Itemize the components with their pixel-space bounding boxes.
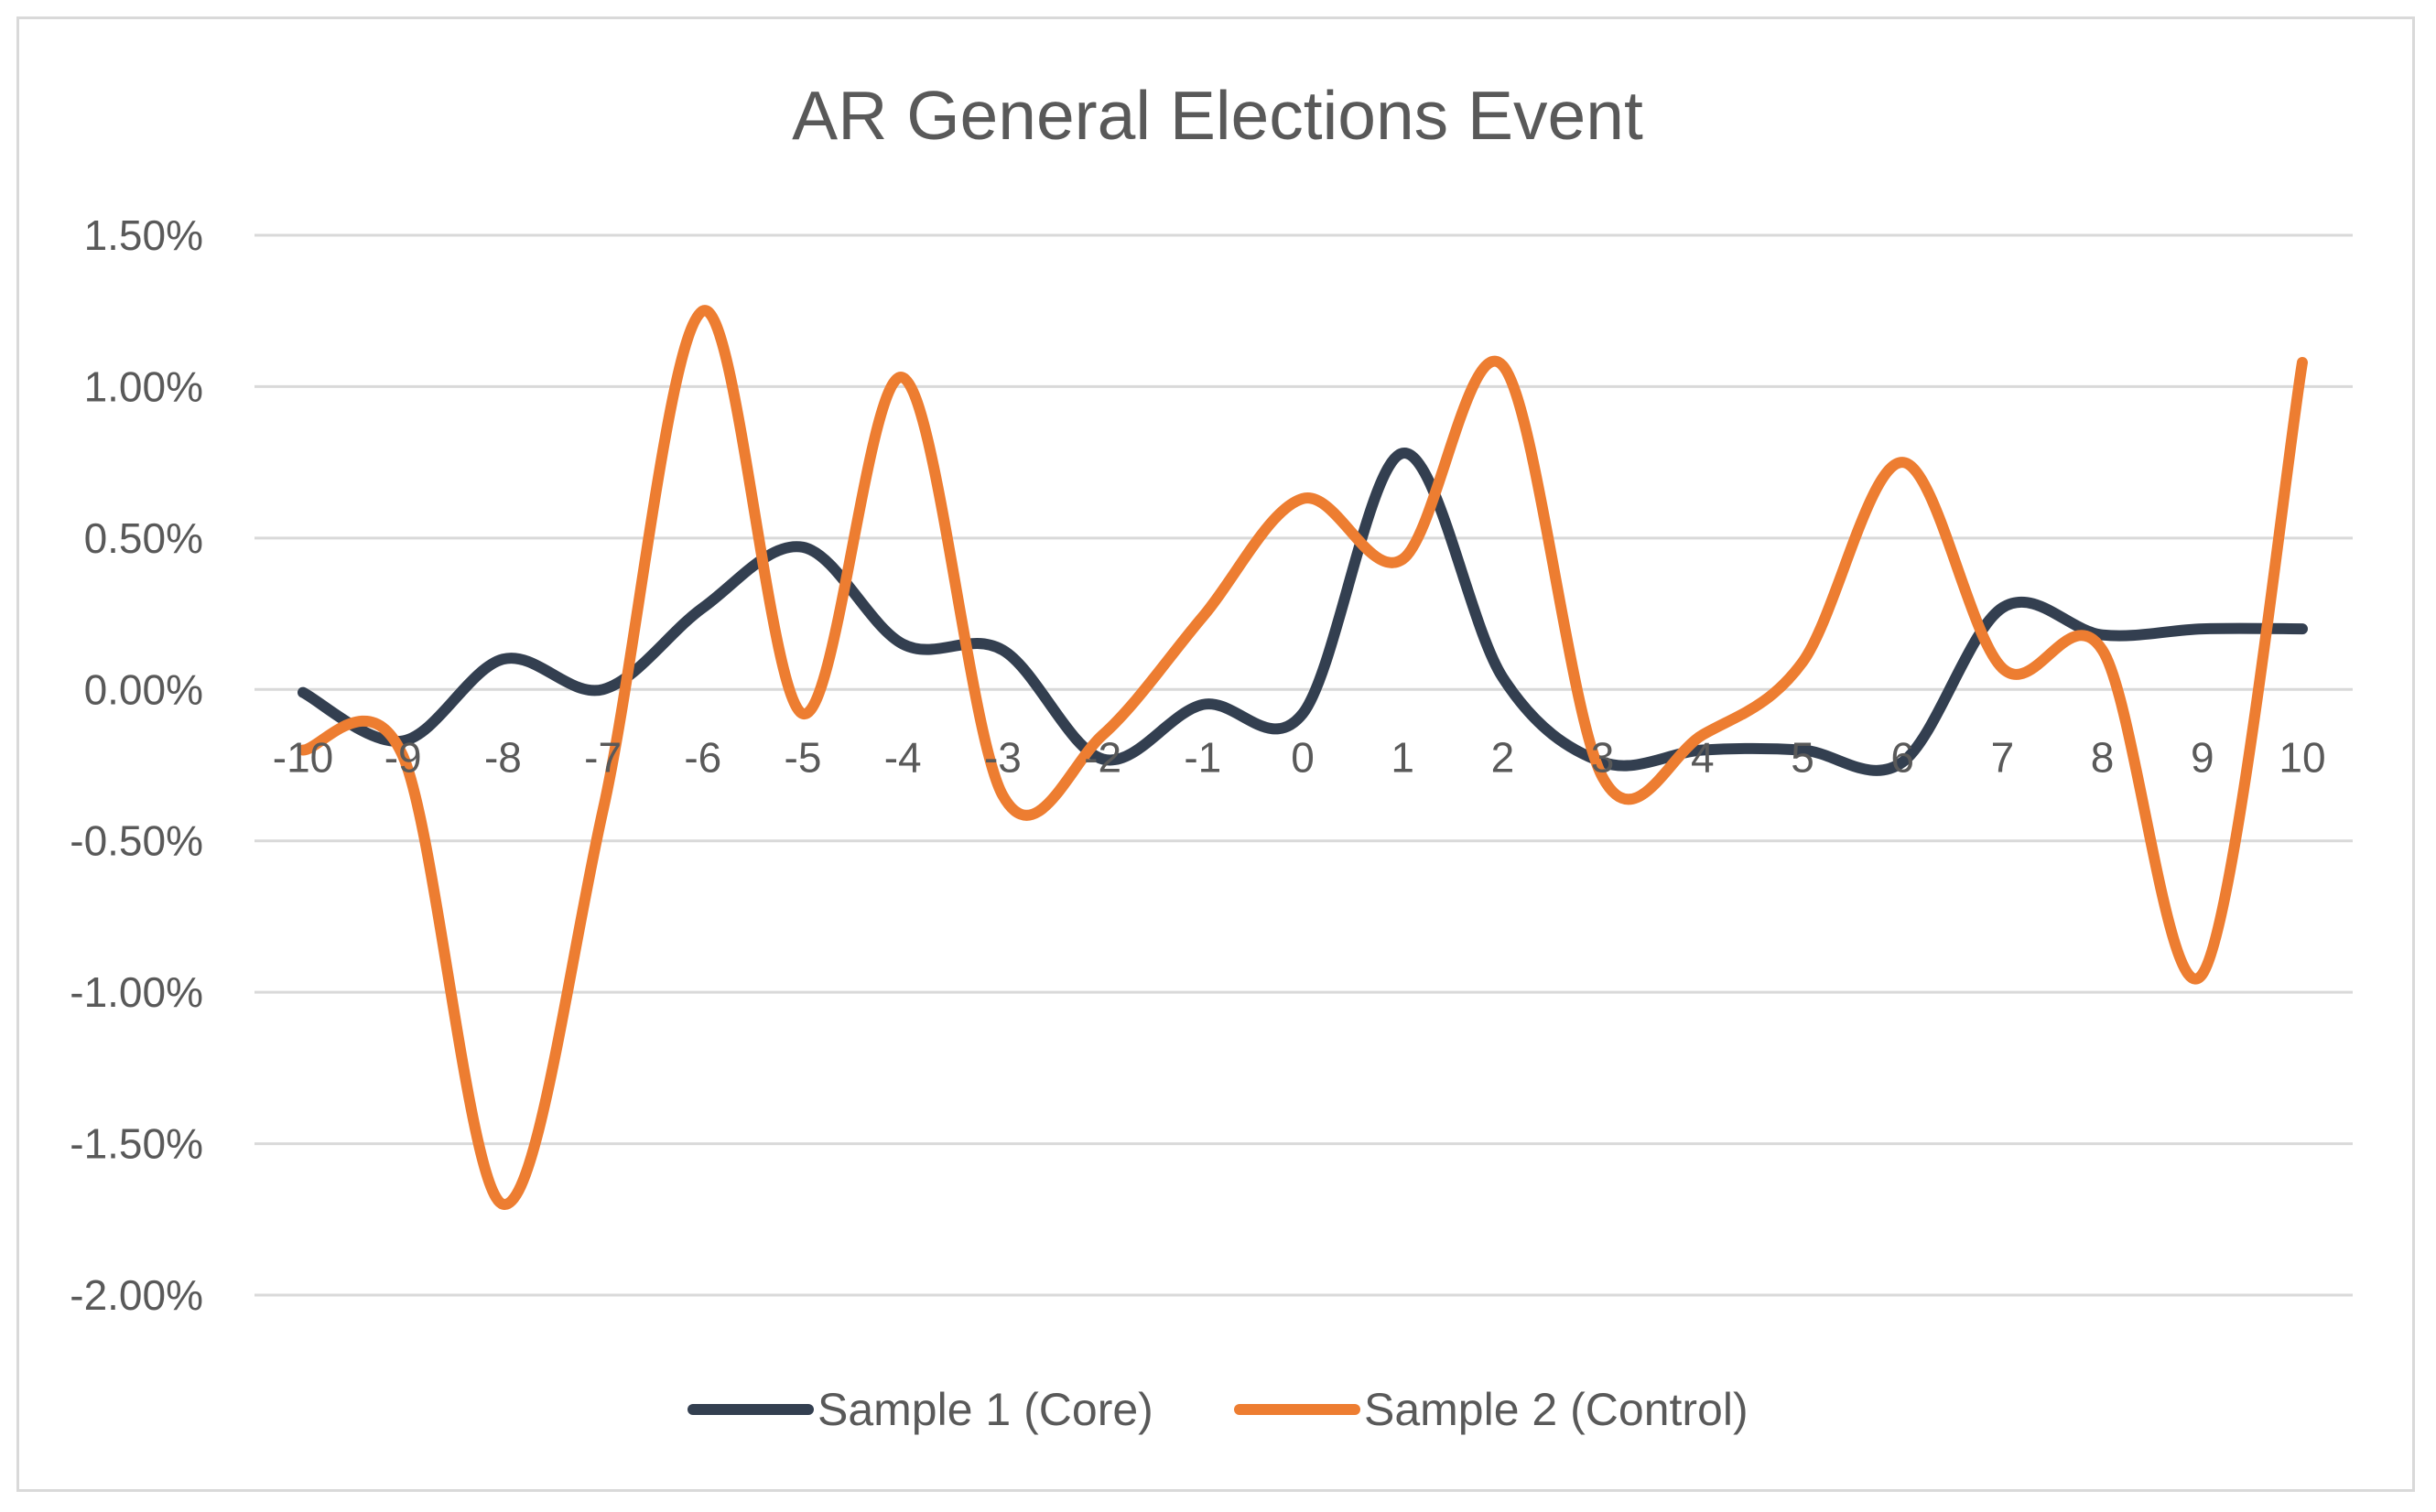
x-tick-label: -8 xyxy=(484,733,522,781)
series-lines xyxy=(298,305,2308,1210)
x-tick-label: -6 xyxy=(684,733,721,781)
legend-label-1: Sample 1 (Core) xyxy=(817,1384,1153,1435)
x-tick-label: 5 xyxy=(1791,733,1814,781)
y-tick-label: 0.00% xyxy=(84,665,203,713)
x-tick-label: 9 xyxy=(2191,733,2214,781)
y-tick-label: -0.50% xyxy=(70,817,203,865)
x-axis-tick-labels: -10 -9 -8 -7 -6 -5 -4 -3 -2 -1 0 1 2 3 4 5 6 7 8 9 10 xyxy=(273,733,2326,781)
chart-frame xyxy=(16,16,2415,1492)
y-tick-label: 1.00% xyxy=(84,362,203,410)
legend: Sample 1 (Core) Sample 2 (Control) xyxy=(687,1384,1749,1435)
series-line-1 xyxy=(298,448,2308,776)
x-tick-label: -7 xyxy=(584,733,622,781)
y-tick-label: 1.50% xyxy=(84,211,203,259)
x-tick-label: 3 xyxy=(1591,733,1615,781)
x-tick-label: 1 xyxy=(1391,733,1414,781)
x-tick-label: -4 xyxy=(884,733,922,781)
x-tick-label: 8 xyxy=(2091,733,2115,781)
x-tick-label: 2 xyxy=(1491,733,1515,781)
x-tick-label: -9 xyxy=(384,733,422,781)
x-tick-label: 0 xyxy=(1291,733,1315,781)
x-tick-label: -3 xyxy=(984,733,1022,781)
x-tick-label: -1 xyxy=(1184,733,1221,781)
chart-title: AR General Elections Event xyxy=(792,77,1643,154)
y-tick-label: -1.00% xyxy=(70,968,203,1016)
x-tick-label: 4 xyxy=(1691,733,1715,781)
y-axis-tick-labels: 1.50% 1.00% 0.50% 0.00% -0.50% -1.00% -1.50% -2… xyxy=(70,211,203,1319)
series-line-2 xyxy=(298,305,2308,1210)
x-tick-label: -2 xyxy=(1084,733,1121,781)
y-tick-label: -2.00% xyxy=(70,1271,203,1319)
gridlines xyxy=(254,233,2353,1297)
x-tick-label: 10 xyxy=(2279,733,2325,781)
x-tick-label: 6 xyxy=(1890,733,1914,781)
y-tick-label: -1.50% xyxy=(70,1120,203,1168)
y-tick-label: 0.50% xyxy=(84,514,203,562)
x-tick-label: -10 xyxy=(273,733,333,781)
x-tick-label: 7 xyxy=(1991,733,2015,781)
x-tick-label: -5 xyxy=(785,733,822,781)
legend-label-2: Sample 2 (Control) xyxy=(1364,1384,1749,1435)
